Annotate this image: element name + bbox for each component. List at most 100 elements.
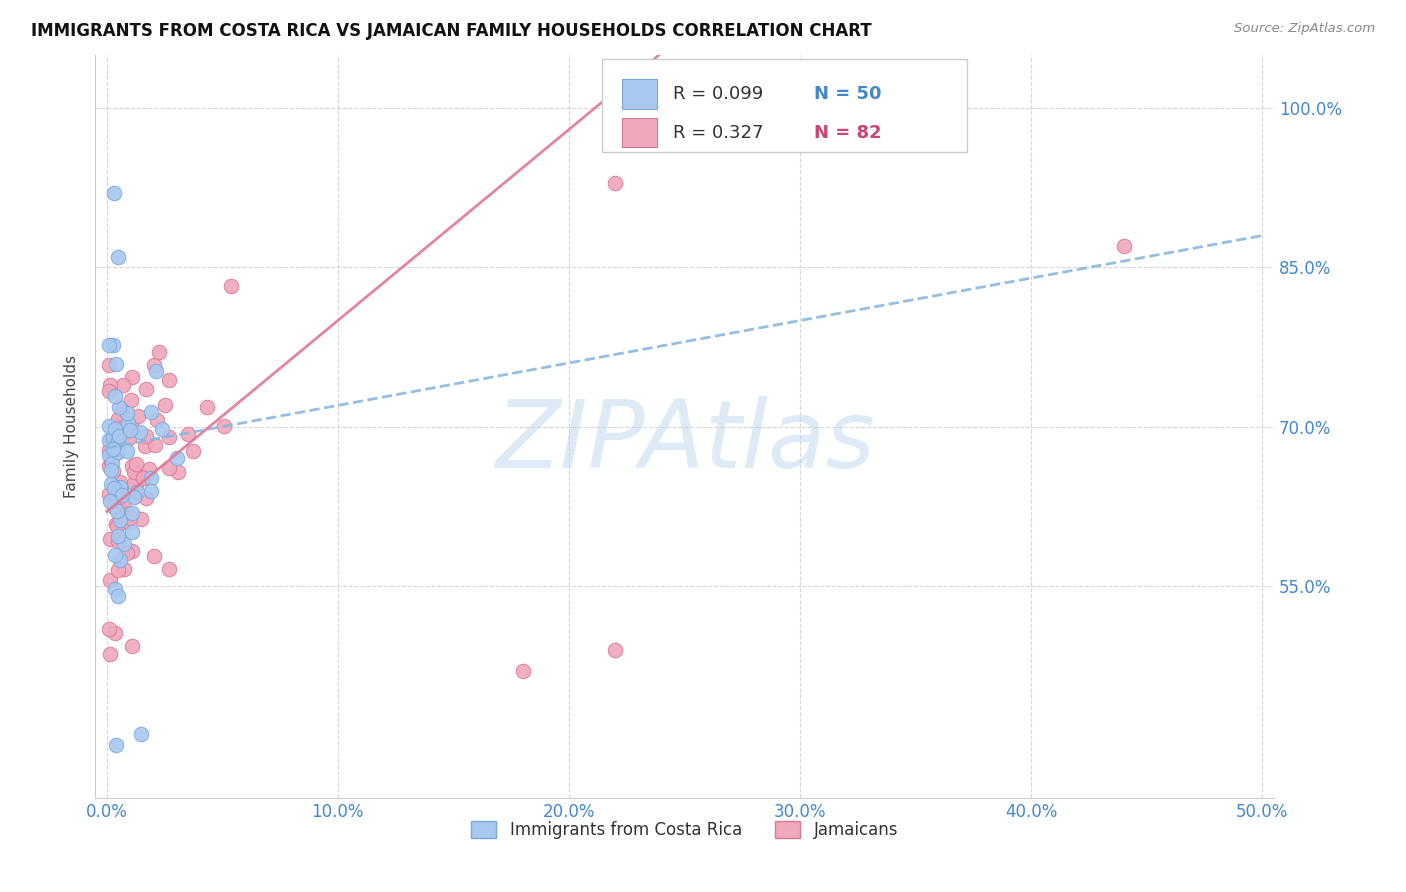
Point <box>142 549 165 564</box>
Point <box>121 525 143 540</box>
Text: ZIPAtlas: ZIPAtlas <box>495 396 875 487</box>
Point <box>112 537 135 551</box>
Point <box>157 461 180 475</box>
Point <box>100 477 122 491</box>
Point <box>104 738 127 752</box>
Point <box>118 511 141 525</box>
Point <box>98 419 121 434</box>
Point <box>105 504 128 518</box>
Point <box>108 475 131 489</box>
Point <box>112 425 135 440</box>
Point <box>115 406 138 420</box>
Point <box>101 442 124 457</box>
Point <box>166 465 188 479</box>
Point <box>105 516 128 531</box>
Point <box>103 626 125 640</box>
Point <box>105 491 128 505</box>
Point <box>98 378 121 392</box>
FancyBboxPatch shape <box>602 59 967 152</box>
Point <box>98 443 121 458</box>
Point <box>512 664 534 678</box>
Point <box>112 562 135 576</box>
Point <box>135 491 157 505</box>
Point <box>105 519 128 533</box>
Point <box>197 401 219 415</box>
Point <box>107 250 129 264</box>
Point <box>153 398 176 412</box>
Point <box>132 471 155 485</box>
Bar <box>621 79 658 109</box>
Y-axis label: Family Households: Family Households <box>65 355 79 498</box>
Point <box>135 429 157 443</box>
Point <box>121 370 143 384</box>
Point <box>122 465 145 479</box>
Point <box>1112 239 1135 253</box>
Point <box>110 480 132 494</box>
Point <box>138 462 160 476</box>
Text: IMMIGRANTS FROM COSTA RICA VS JAMAICAN FAMILY HOUSEHOLDS CORRELATION CHART: IMMIGRANTS FROM COSTA RICA VS JAMAICAN F… <box>31 22 872 40</box>
Point <box>157 429 180 443</box>
Point <box>104 446 127 460</box>
Point <box>115 546 138 560</box>
Point <box>150 422 173 436</box>
Point <box>103 186 125 201</box>
Point <box>145 364 167 378</box>
Point <box>145 438 167 452</box>
Point <box>107 563 129 577</box>
Point <box>100 433 122 447</box>
Point <box>103 481 125 495</box>
Point <box>125 465 148 479</box>
Point <box>98 622 121 636</box>
Point <box>108 513 131 527</box>
Point <box>135 382 157 396</box>
Point <box>124 476 146 491</box>
Point <box>115 515 138 529</box>
Point <box>177 427 200 442</box>
Point <box>98 358 121 372</box>
Point <box>108 553 131 567</box>
Point <box>157 373 180 387</box>
Point <box>120 423 142 437</box>
Text: Source: ZipAtlas.com: Source: ZipAtlas.com <box>1234 22 1375 36</box>
Point <box>120 393 142 408</box>
Point <box>118 431 141 445</box>
Point <box>121 543 143 558</box>
Text: N = 50: N = 50 <box>814 85 882 103</box>
Point <box>139 484 162 499</box>
Point <box>111 415 134 429</box>
Point <box>125 476 148 491</box>
Point <box>605 176 627 190</box>
Point <box>124 489 146 503</box>
Point <box>104 435 127 450</box>
Point <box>127 409 149 423</box>
Point <box>100 494 122 508</box>
Point <box>108 421 131 435</box>
Legend: Immigrants from Costa Rica, Jamaicans: Immigrants from Costa Rica, Jamaicans <box>464 814 904 846</box>
Point <box>104 357 127 371</box>
Point <box>139 405 162 419</box>
Point <box>98 647 121 661</box>
Point <box>108 400 131 414</box>
Point <box>103 500 125 515</box>
Point <box>98 532 121 546</box>
Text: R = 0.327: R = 0.327 <box>672 124 763 142</box>
Point <box>129 425 152 439</box>
Point <box>100 456 122 470</box>
Point <box>98 384 121 398</box>
Point <box>107 534 129 549</box>
Point <box>105 480 128 494</box>
Point <box>134 439 156 453</box>
Point <box>100 463 122 477</box>
Point <box>101 464 124 478</box>
Point <box>110 485 132 500</box>
Point <box>98 337 121 351</box>
Point <box>112 377 135 392</box>
Point <box>121 458 143 473</box>
Point <box>121 506 143 520</box>
Point <box>212 418 235 433</box>
Point <box>134 469 156 483</box>
Point <box>122 490 145 504</box>
Point <box>101 430 124 444</box>
Point <box>100 453 122 467</box>
Point <box>107 434 129 448</box>
